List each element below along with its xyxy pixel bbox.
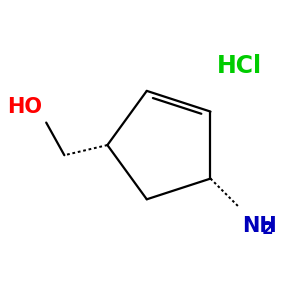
Text: HO: HO [7,97,42,117]
Text: NH: NH [242,216,276,236]
Text: HCl: HCl [217,55,262,79]
Text: 2: 2 [261,220,273,238]
